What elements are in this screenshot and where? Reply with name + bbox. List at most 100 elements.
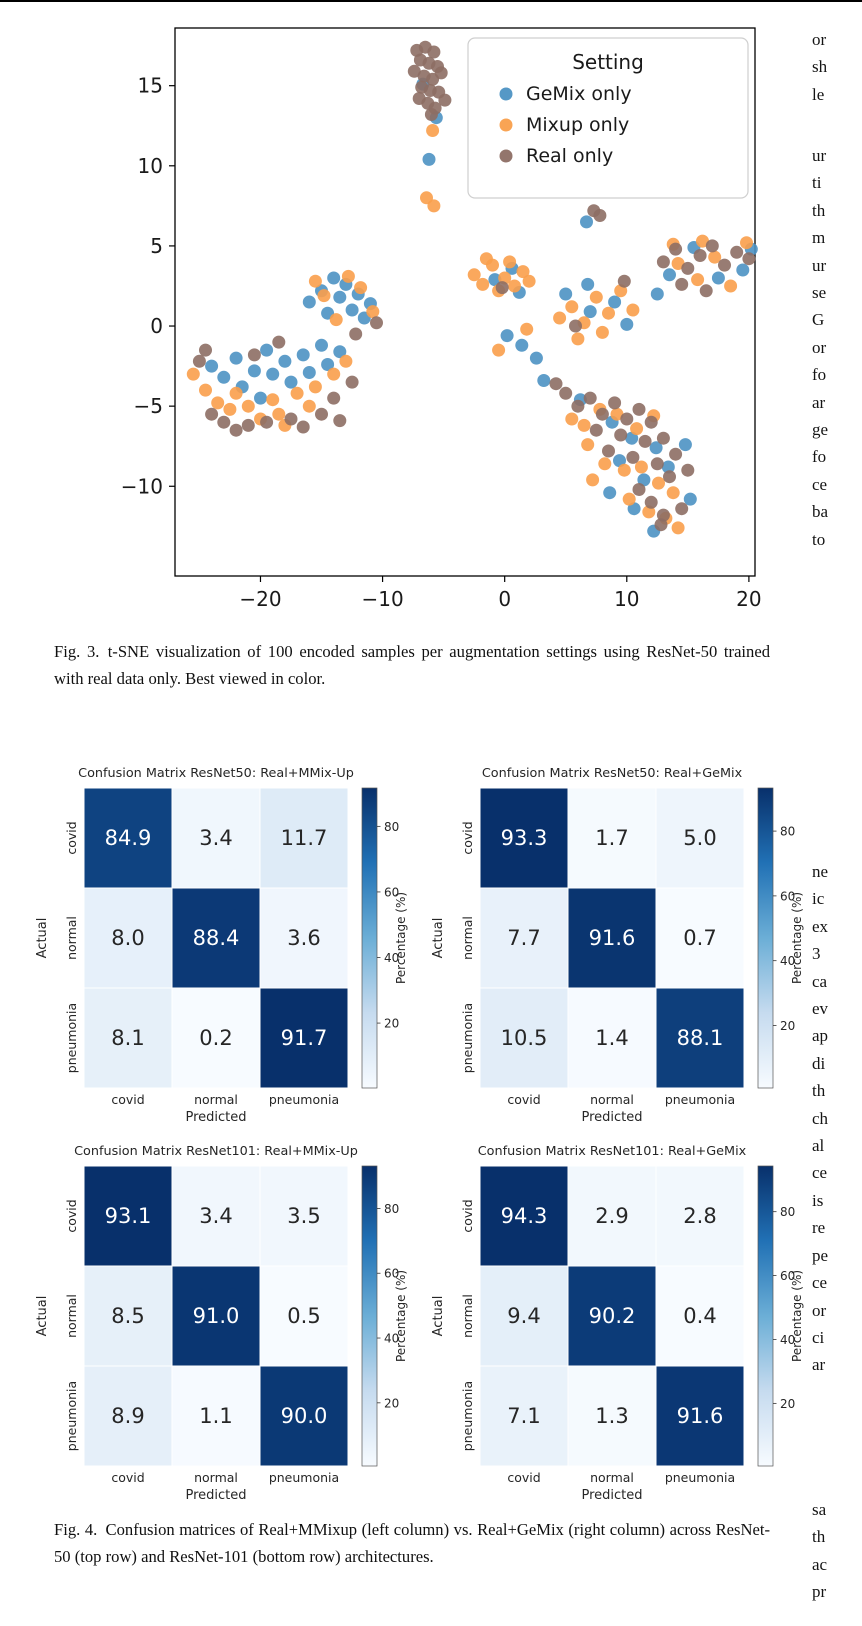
text-line-fragment: ur	[812, 255, 827, 275]
matrix-cell	[83, 1265, 173, 1367]
y-tick-label: pneumonia	[64, 1381, 79, 1451]
y-tick-label: −10	[121, 474, 163, 498]
matrix-cell-value: 2.9	[595, 1204, 628, 1228]
text-line-fragment: m	[812, 228, 826, 248]
text-line-fragment: G	[812, 310, 825, 330]
matrix-cell-value: 10.5	[501, 1026, 548, 1050]
text-line-fragment: fo	[812, 447, 827, 467]
matrix-cell	[259, 787, 349, 889]
colorbar-tick-label: 20	[384, 1396, 399, 1410]
colorbar-tick-label: 40	[780, 954, 795, 968]
text-line-fragment: ba	[812, 502, 829, 522]
y-axis-label: Actual	[431, 918, 446, 959]
text-line-fragment: ar	[812, 1355, 826, 1375]
text-line-fragment: sh	[812, 57, 828, 77]
colorbar-label: Percentage (%)	[790, 892, 804, 984]
matrix-cell-value: 5.0	[683, 826, 716, 850]
colorbar-tick-label: 80	[780, 1205, 795, 1219]
y-tick-label: 10	[138, 154, 163, 178]
x-tick-label: normal	[590, 1470, 634, 1485]
text-line-fragment: ex	[812, 916, 829, 936]
colorbar	[757, 1165, 774, 1467]
text-line-fragment: le	[812, 84, 825, 104]
y-tick-label: normal	[64, 1294, 79, 1338]
matrix-cell	[259, 1165, 349, 1267]
y-axis-label: Actual	[35, 1296, 50, 1337]
text-line-fragment: ca	[812, 971, 828, 991]
x-tick-label: covid	[111, 1092, 144, 1107]
column-text-fragment-group: or sh le	[812, 26, 827, 108]
x-tick-label: pneumonia	[665, 1470, 735, 1485]
matrix-cell	[479, 887, 569, 989]
figure-4-confusion-matrices: Confusion Matrix ResNet50: Real+MMix-Up 8…	[26, 764, 808, 1508]
text-line-fragment: th	[812, 200, 826, 220]
text-line-fragment: ge	[812, 420, 829, 440]
matrix-cell-value: 3.5	[287, 1204, 320, 1228]
matrix-cell-value: 2.8	[683, 1204, 716, 1228]
y-tick-label: 5	[150, 234, 163, 258]
matrix-cell-value: 93.1	[105, 1204, 152, 1228]
matrix-cell-value: 9.4	[507, 1304, 540, 1328]
text-line-fragment: ev	[812, 999, 829, 1019]
figure-4-caption: Fig. 4. Confusion matrices of Real+MMixu…	[54, 1520, 770, 1566]
matrix-cell-value: 88.4	[193, 926, 240, 950]
matrix-cell	[479, 987, 569, 1089]
colorbar-tick-label: 20	[384, 1017, 399, 1031]
matrix-cell-value: 0.2	[199, 1026, 232, 1050]
matrix-cell	[83, 787, 173, 889]
colorbar-tick-label: 80	[384, 820, 399, 834]
matrix-cell-value: 7.7	[507, 926, 540, 950]
colorbar	[757, 787, 774, 1089]
matrix-cell	[171, 1265, 261, 1367]
matrix-cell	[655, 1165, 745, 1267]
text-line-fragment: ci	[812, 1327, 825, 1347]
text-line-fragment: ti	[812, 173, 822, 193]
matrix-cell	[171, 987, 261, 1089]
matrix-cell-value: 90.2	[589, 1304, 636, 1328]
x-tick-label: 0	[498, 587, 511, 611]
colorbar-label: Percentage (%)	[790, 1270, 804, 1362]
text-line-fragment: is	[812, 1190, 824, 1210]
matrix-title: Confusion Matrix ResNet50: Real+GeMix	[482, 766, 743, 781]
matrix-cell-value: 1.7	[595, 826, 628, 850]
colorbar-tick-label: 40	[384, 951, 399, 965]
matrix-cell-value: 8.0	[111, 926, 144, 950]
matrix-cell-value: 0.7	[683, 926, 716, 950]
text-line-fragment: to	[812, 529, 826, 549]
text-line-fragment: di	[812, 1053, 826, 1073]
matrix-cell	[479, 1165, 569, 1267]
matrix-cell-value: 1.1	[199, 1404, 232, 1428]
confusion-matrix-3: Confusion Matrix ResNet101: Real+MMix-Up…	[35, 1144, 408, 1503]
column-text-fragment-group: ne ic ex 3 ca ev ap di th ch al ce is re pe ce or ci ar	[812, 858, 828, 1379]
text-line-fragment: se	[812, 283, 827, 303]
y-tick-label: covid	[460, 1199, 475, 1232]
y-tick-label: covid	[64, 1199, 79, 1232]
legend-marker-icon	[499, 118, 513, 132]
colorbar	[361, 1165, 378, 1467]
x-tick-label: −20	[239, 587, 281, 611]
matrix-cell	[259, 987, 349, 1089]
matrix-cell-value: 8.9	[111, 1404, 144, 1428]
legend-marker-icon	[499, 149, 513, 163]
matrix-cell	[479, 787, 569, 889]
figure-3-caption: Fig. 3. t-SNE visualization of 100 encod…	[54, 642, 770, 688]
matrix-cell	[479, 1265, 569, 1367]
matrix-cell-value: 8.1	[111, 1026, 144, 1050]
matrix-cell-value: 1.3	[595, 1404, 628, 1428]
y-tick-label: pneumonia	[460, 1003, 475, 1073]
confusion-matrix-1: Confusion Matrix ResNet50: Real+MMix-Up 8…	[35, 766, 408, 1125]
matrix-cell-value: 7.1	[507, 1404, 540, 1428]
matrix-cell	[259, 1365, 349, 1467]
matrix-cell	[83, 1365, 173, 1467]
x-tick-label: covid	[111, 1470, 144, 1485]
colorbar	[361, 787, 378, 1089]
x-tick-label: pneumonia	[269, 1092, 339, 1107]
legend-label: GeMix only	[526, 83, 632, 105]
legend-marker-icon	[499, 87, 513, 101]
colorbar-tick-label: 40	[780, 1333, 795, 1347]
matrix-cell	[567, 1165, 657, 1267]
matrix-cell-value: 91.7	[281, 1026, 328, 1050]
text-line-fragment: 3	[812, 944, 821, 964]
colorbar-tick-label: 20	[780, 1397, 795, 1411]
text-line-fragment: th	[812, 1081, 826, 1101]
